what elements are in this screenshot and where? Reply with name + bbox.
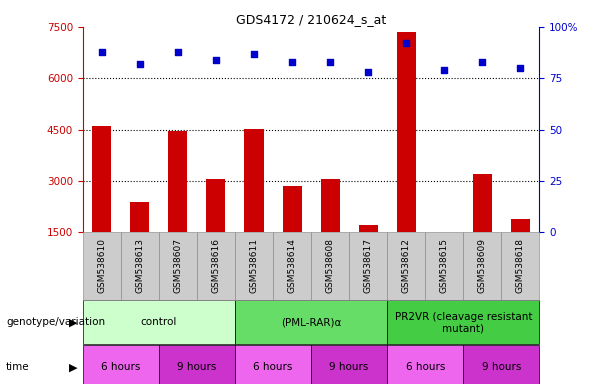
- FancyBboxPatch shape: [387, 345, 463, 384]
- Bar: [245, 129, 264, 284]
- Bar: [397, 32, 416, 284]
- Bar: [207, 179, 226, 284]
- Text: GSM538609: GSM538609: [478, 238, 487, 293]
- Point: [478, 59, 487, 65]
- Text: GSM538610: GSM538610: [97, 238, 106, 293]
- Text: 9 hours: 9 hours: [177, 362, 216, 372]
- Text: (PML-RAR)α: (PML-RAR)α: [281, 317, 341, 328]
- Text: 6 hours: 6 hours: [253, 362, 293, 372]
- Point: [440, 67, 449, 73]
- Text: GSM538618: GSM538618: [516, 238, 525, 293]
- FancyBboxPatch shape: [463, 345, 539, 384]
- Point: [135, 61, 145, 67]
- Text: 9 hours: 9 hours: [329, 362, 369, 372]
- FancyBboxPatch shape: [159, 345, 235, 384]
- Point: [287, 59, 297, 65]
- Point: [326, 59, 335, 65]
- Point: [402, 40, 411, 46]
- Text: GSM538614: GSM538614: [287, 238, 297, 293]
- Text: GSM538615: GSM538615: [440, 238, 449, 293]
- Bar: [169, 131, 188, 284]
- Text: 6 hours: 6 hours: [406, 362, 445, 372]
- Point: [173, 48, 183, 55]
- Bar: [283, 186, 302, 284]
- Text: 6 hours: 6 hours: [101, 362, 140, 372]
- Text: GSM538611: GSM538611: [249, 238, 259, 293]
- Bar: [131, 202, 150, 284]
- Text: GSM538613: GSM538613: [135, 238, 144, 293]
- Point: [364, 69, 373, 75]
- Text: control: control: [140, 317, 177, 328]
- Text: GSM538608: GSM538608: [326, 238, 335, 293]
- Text: GSM538616: GSM538616: [211, 238, 221, 293]
- Text: 9 hours: 9 hours: [482, 362, 521, 372]
- Bar: [511, 218, 530, 284]
- Point: [211, 57, 221, 63]
- FancyBboxPatch shape: [235, 300, 387, 344]
- Point: [249, 51, 259, 57]
- FancyBboxPatch shape: [311, 345, 387, 384]
- FancyBboxPatch shape: [83, 345, 159, 384]
- Bar: [321, 179, 340, 284]
- FancyBboxPatch shape: [387, 300, 539, 344]
- Text: genotype/variation: genotype/variation: [6, 317, 105, 328]
- Text: ▶: ▶: [69, 317, 78, 328]
- Text: GSM538617: GSM538617: [364, 238, 373, 293]
- Title: GDS4172 / 210624_s_at: GDS4172 / 210624_s_at: [236, 13, 386, 26]
- FancyBboxPatch shape: [235, 345, 311, 384]
- Point: [97, 48, 107, 55]
- Bar: [473, 174, 492, 284]
- Text: PR2VR (cleavage resistant
mutant): PR2VR (cleavage resistant mutant): [395, 311, 532, 333]
- Point: [516, 65, 525, 71]
- FancyBboxPatch shape: [83, 300, 235, 344]
- Bar: [435, 233, 454, 284]
- Bar: [93, 126, 112, 284]
- Text: ▶: ▶: [69, 362, 78, 372]
- Bar: [359, 225, 378, 284]
- Text: time: time: [6, 362, 30, 372]
- Text: GSM538612: GSM538612: [402, 238, 411, 293]
- Text: GSM538607: GSM538607: [173, 238, 183, 293]
